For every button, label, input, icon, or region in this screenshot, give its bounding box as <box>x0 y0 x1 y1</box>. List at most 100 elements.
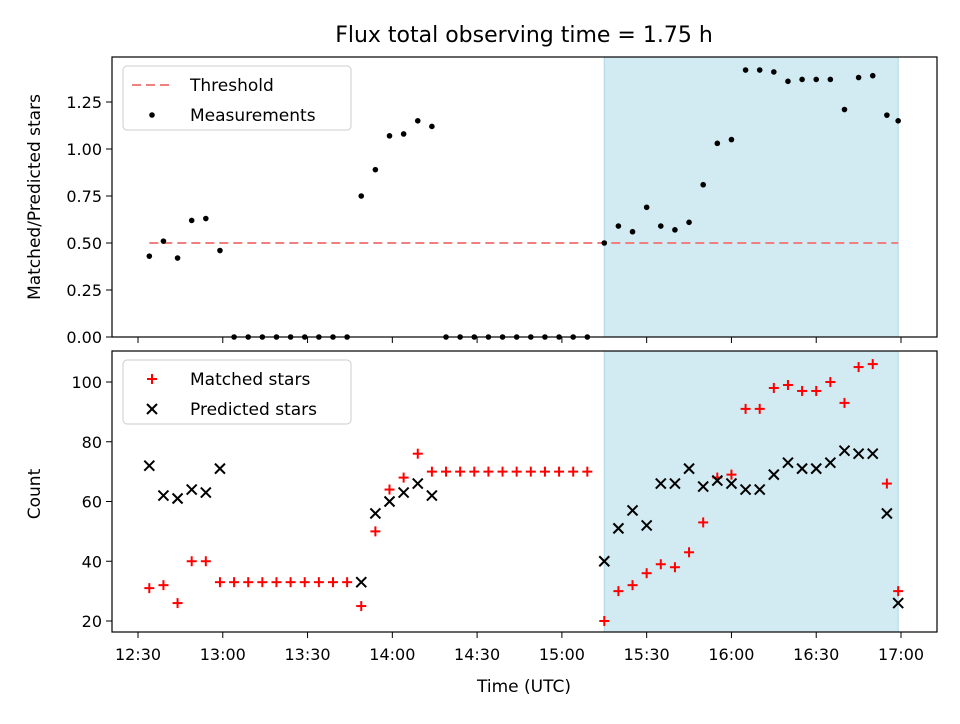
data-point <box>768 468 780 481</box>
data-point <box>426 489 438 502</box>
data-point <box>384 484 395 495</box>
data-point <box>612 522 625 535</box>
data-point <box>742 67 749 73</box>
x-tick-label: 12:30 <box>115 645 161 664</box>
data-point <box>342 577 353 588</box>
legend-box <box>122 65 352 131</box>
data-point <box>441 466 452 477</box>
data-point <box>714 140 721 147</box>
data-point <box>725 477 738 490</box>
data-point <box>358 193 365 199</box>
x-tick-label: 15:00 <box>539 645 585 664</box>
y-tick-label: 0.50 <box>66 234 102 253</box>
data-point <box>429 123 435 130</box>
data-point <box>414 118 421 124</box>
data-point <box>483 466 494 477</box>
data-point <box>782 379 793 390</box>
data-point <box>740 403 751 414</box>
y-tick-label: 1.25 <box>66 93 102 112</box>
y-tick-label: 1.00 <box>66 140 102 159</box>
data-point <box>867 447 879 460</box>
legend-marker <box>147 374 157 384</box>
data-point <box>785 78 791 85</box>
data-point <box>813 76 820 83</box>
data-point <box>893 586 904 597</box>
data-point <box>214 462 226 475</box>
data-point <box>754 403 765 414</box>
data-point <box>383 495 396 508</box>
x-axis-label: Time (UTC) <box>476 677 571 697</box>
legend-marker <box>149 112 155 118</box>
data-point <box>398 472 409 483</box>
data-point <box>160 238 167 244</box>
data-point <box>186 556 197 567</box>
data-point <box>200 486 212 499</box>
data-point <box>797 385 808 396</box>
data-point <box>497 466 508 477</box>
x-tick-label: 14:30 <box>454 645 500 664</box>
y-tick-label: 0.75 <box>66 187 102 206</box>
data-point <box>640 519 653 532</box>
data-point <box>855 74 862 81</box>
data-point <box>146 253 153 259</box>
shaded-interval <box>603 350 899 633</box>
data-point <box>143 459 156 472</box>
data-point <box>853 362 864 373</box>
data-point <box>810 462 822 475</box>
data-point <box>539 466 550 477</box>
data-point <box>698 517 709 528</box>
data-point <box>313 577 324 588</box>
data-point <box>257 577 268 588</box>
data-point <box>838 445 851 457</box>
data-point <box>370 526 381 537</box>
data-point <box>627 580 638 591</box>
data-point <box>299 577 310 588</box>
data-point <box>185 483 198 496</box>
data-point <box>426 466 437 477</box>
data-point <box>174 255 181 261</box>
data-point <box>599 616 610 626</box>
x-tick-label: 13:30 <box>285 645 331 664</box>
data-point <box>881 478 892 489</box>
data-point <box>867 359 878 370</box>
data-point <box>229 577 240 588</box>
series-measurements <box>146 67 901 340</box>
data-point <box>726 469 737 480</box>
data-point <box>469 466 480 477</box>
x-tick-label: 16:00 <box>708 645 754 664</box>
data-point <box>412 477 424 490</box>
data-point <box>172 598 183 609</box>
data-point <box>217 247 223 254</box>
data-point <box>511 466 522 477</box>
data-point <box>285 577 296 588</box>
panel-bottom: 20 40 60 80 100 12:30 13:00 13:30 14:00 14:30 15:0… <box>71 350 938 664</box>
data-point <box>214 577 225 588</box>
data-point <box>641 568 652 579</box>
legend: Matched stars Predicted stars <box>122 359 352 425</box>
data-point <box>739 483 752 496</box>
plot-frame <box>111 56 938 338</box>
legend-marker <box>146 403 158 415</box>
y-tick-label: 80 <box>82 433 102 452</box>
data-point <box>824 456 837 469</box>
y-tick-label: 40 <box>82 552 102 571</box>
data-point <box>615 223 622 229</box>
data-point <box>271 577 282 588</box>
data-point <box>171 492 184 505</box>
series-matched-stars <box>144 359 904 626</box>
data-point <box>356 601 367 612</box>
data-point <box>203 215 209 222</box>
y-axis-label-top: Matched/Predicted stars <box>25 94 45 300</box>
data-point <box>869 72 876 79</box>
data-point <box>327 577 338 588</box>
data-point <box>188 217 195 224</box>
y-tick-label: 60 <box>82 493 102 512</box>
chart-title: Flux total observing time = 1.75 h <box>335 23 713 48</box>
data-point <box>799 76 805 83</box>
data-point <box>369 507 382 520</box>
data-point <box>144 583 155 594</box>
data-point <box>525 466 536 477</box>
x-tick-label: 13:00 <box>200 645 246 664</box>
data-point <box>839 397 850 408</box>
data-point <box>711 474 724 487</box>
